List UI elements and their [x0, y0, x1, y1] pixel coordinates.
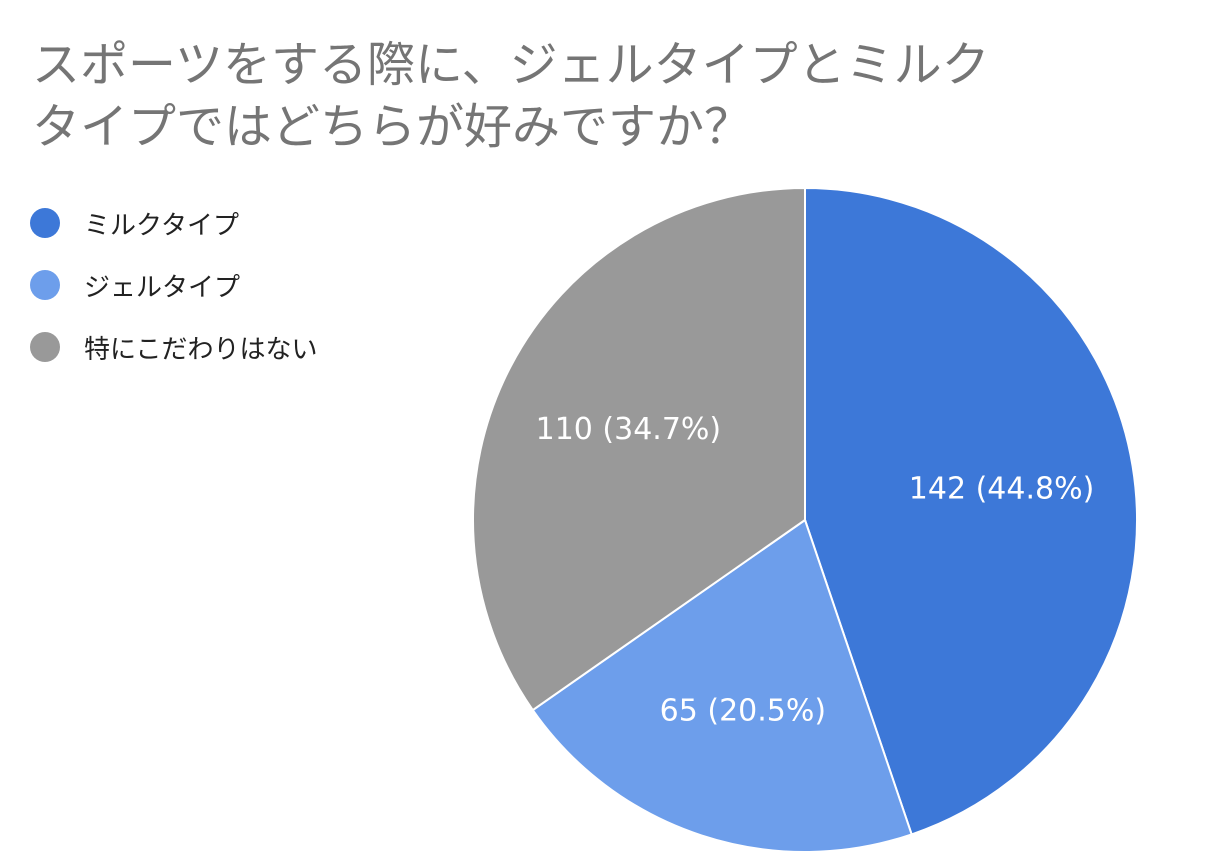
- legend-swatch-milk: [30, 208, 60, 238]
- legend-item-no-preference: 特にこだわりはない: [30, 316, 317, 378]
- legend-item-gel: ジェルタイプ: [30, 254, 317, 316]
- legend-item-milk: ミルクタイプ: [30, 192, 317, 254]
- slice-milk-label: 142 (44.8%): [909, 472, 1095, 507]
- slice-no-preference: [472, 186, 806, 712]
- slice-gel-label: 65 (20.5%): [660, 693, 826, 728]
- slice-no-preference-label: 110 (34.7%): [536, 412, 722, 447]
- legend-swatch-gel: [30, 270, 60, 300]
- legend-label-no-preference: 特にこだわりはない: [84, 334, 318, 365]
- legend-swatch-no-preference: [30, 332, 60, 362]
- legend-label-milk: ミルクタイプ: [84, 210, 239, 241]
- legend-label-gel: ジェルタイプ: [84, 272, 241, 303]
- legend: ミルクタイプ ジェルタイプ 特にこだわりはない: [30, 192, 317, 378]
- chart-title: スポーツをする際に、ジェルタイプとミルクタイプではどちらが好みですか？: [32, 37, 990, 155]
- slice-gel: [531, 518, 913, 853]
- slice-milk: [804, 186, 1138, 836]
